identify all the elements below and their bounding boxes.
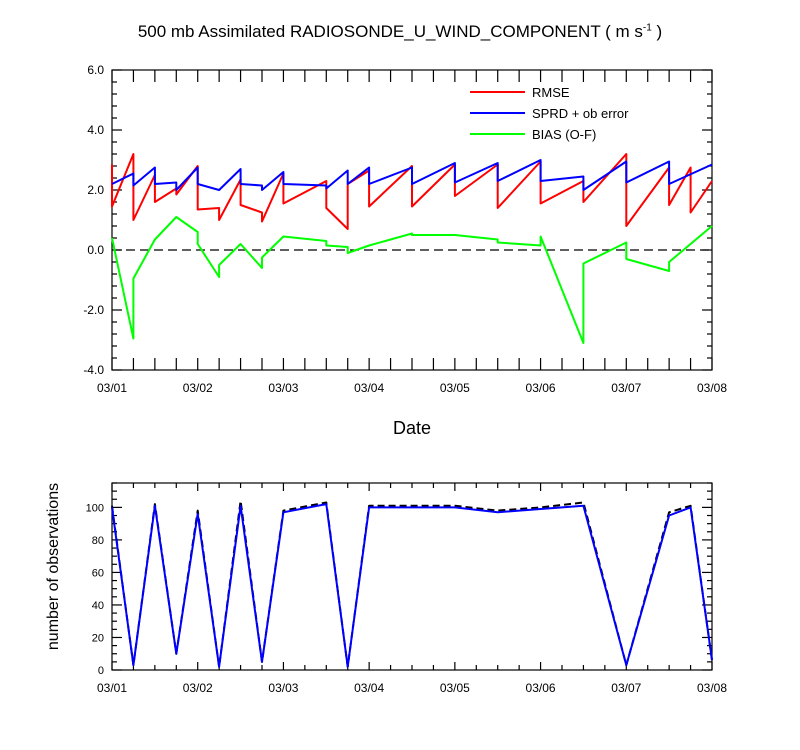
top-series-rmse-line [111, 153, 713, 230]
top-x-tick-label: 03/04 [354, 381, 384, 395]
top-plot-group [111, 69, 713, 371]
top-y-tick-label: 2.0 [87, 183, 104, 197]
top-y-tick-label: 4.0 [87, 123, 104, 137]
bottom-y-tick-label: 20 [92, 632, 104, 644]
top-y-tick-label: -2.0 [83, 303, 104, 317]
top-x-tick-label: 03/06 [526, 381, 556, 395]
bottom-x-tick-label: 03/02 [183, 681, 213, 695]
legend-label: RMSE [532, 85, 570, 100]
top-x-tick-label: 03/03 [268, 381, 298, 395]
top-y-tick-label: -4.0 [83, 363, 104, 377]
bottom-y-tick-label: 80 [92, 535, 104, 547]
bottom-y-tick-label: 60 [92, 567, 104, 579]
bottom-plot-group [111, 482, 713, 671]
bottom-y-axis-label: number of observations [45, 483, 62, 650]
top-x-tick-label: 03/07 [611, 381, 641, 395]
legend-label: BIAS (O-F) [532, 127, 596, 142]
top-series-sprd-ob-error-line [111, 159, 713, 191]
bottom-y-tick-label: 40 [92, 600, 104, 612]
top-y-tick-label: 6.0 [87, 63, 104, 77]
chart-title-unit-exponent: -1 [642, 22, 652, 34]
bottom-series-possible-line [111, 499, 713, 668]
top-y-tick-label: 0.0 [87, 243, 104, 257]
top-x-axis-label: Date [393, 418, 431, 438]
bottom-plot-frame [111, 482, 713, 671]
chart-title: 500 mb Assimilated RADIOSONDE_U_WIND_COM… [0, 22, 800, 42]
top-x-tick-label: 03/01 [97, 381, 127, 395]
legend-label: SPRD + ob error [532, 106, 629, 121]
bottom-series-used-line [111, 503, 713, 668]
top-series-bias-o-f-line [111, 216, 713, 344]
bottom-y-tick-label: 100 [86, 502, 104, 514]
bottom-x-tick-label: 03/01 [97, 681, 127, 695]
bottom-x-tick-label: 03/03 [268, 681, 298, 695]
top-x-tick-label: 03/08 [697, 381, 727, 395]
chart-title-text: 500 mb Assimilated RADIOSONDE_U_WIND_COM… [137, 22, 643, 41]
bottom-x-tick-label: 03/05 [440, 681, 470, 695]
bottom-x-tick-label: 03/07 [611, 681, 641, 695]
top-x-tick-label: 03/02 [183, 381, 213, 395]
bottom-x-tick-label: 03/06 [526, 681, 556, 695]
bottom-x-tick-label: 03/08 [697, 681, 727, 695]
bottom-x-tick-label: 03/04 [354, 681, 384, 695]
chart-title-suffix: ) [651, 22, 663, 41]
top-x-tick-label: 03/05 [440, 381, 470, 395]
bottom-y-tick-label: 0 [98, 665, 104, 677]
